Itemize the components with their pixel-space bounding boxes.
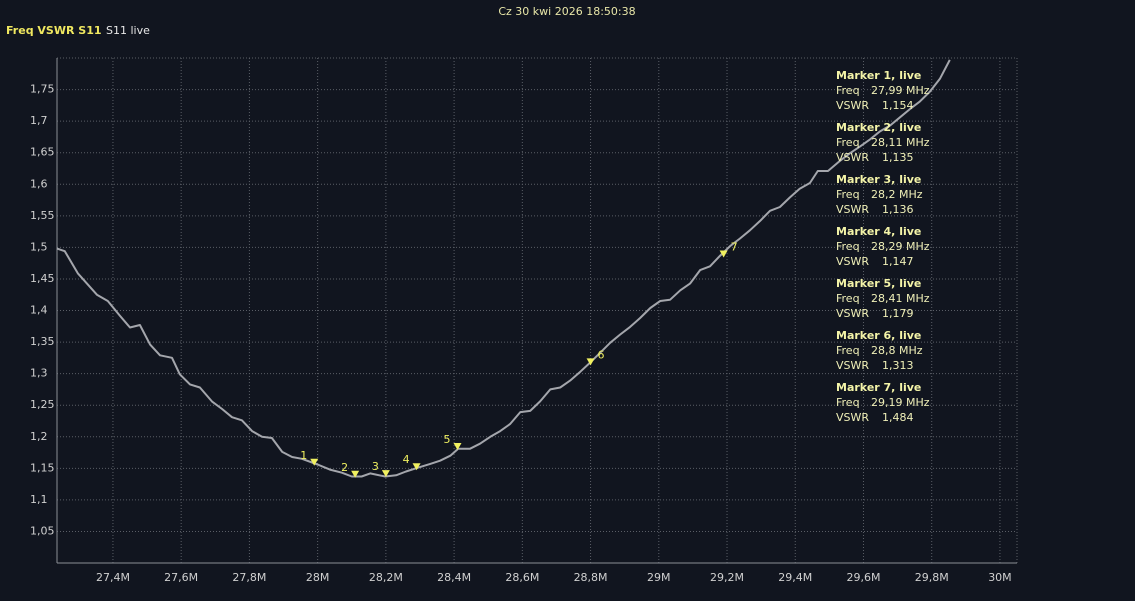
- marker-freq-label: Freq: [836, 84, 860, 97]
- marker-number: 4: [403, 453, 410, 466]
- marker-freq-label: Freq: [836, 344, 860, 357]
- marker-vswr: 1,135: [882, 151, 914, 164]
- marker-triangle: [412, 463, 421, 471]
- y-tick-label: 1,05: [30, 524, 55, 537]
- x-tick-label: 29,6M: [846, 571, 880, 584]
- marker-title: Marker 6, live: [836, 329, 921, 342]
- marker-freq-label: Freq: [836, 292, 860, 305]
- marker-freq: 28,41 MHz: [871, 292, 930, 305]
- marker-vswr-label: VSWR: [836, 151, 869, 164]
- y-tick-label: 1,55: [30, 209, 55, 222]
- marker-title: Marker 3, live: [836, 173, 921, 186]
- marker-vswr: 1,179: [882, 307, 914, 320]
- marker-title: Marker 7, live: [836, 381, 921, 394]
- x-tick-label: 27,4M: [96, 571, 130, 584]
- marker-number: 2: [341, 461, 348, 474]
- x-tick-label: 30M: [988, 571, 1012, 584]
- marker-vswr: 1,136: [882, 203, 914, 216]
- y-tick-label: 1,45: [30, 272, 55, 285]
- marker-vswr-label: VSWR: [836, 99, 869, 112]
- marker-freq-label: Freq: [836, 240, 860, 253]
- marker-triangle: [381, 470, 390, 478]
- marker-vswr: 1,484: [882, 411, 914, 424]
- marker-freq: 27,99 MHz: [871, 84, 930, 97]
- marker-vswr: 1,313: [882, 359, 914, 372]
- marker-triangle: [453, 443, 462, 451]
- x-tick-label: 28,4M: [437, 571, 471, 584]
- y-tick-label: 1,35: [30, 335, 55, 348]
- chart-title: Freq VSWR S11: [6, 24, 102, 37]
- marker-number: 6: [598, 348, 605, 361]
- x-tick-label: 27,6M: [164, 571, 198, 584]
- marker-number: 3: [372, 460, 379, 473]
- marker-freq-label: Freq: [836, 188, 860, 201]
- marker-triangle: [719, 250, 728, 258]
- marker-freq-label: Freq: [836, 396, 860, 409]
- x-tick-label: 28,6M: [505, 571, 539, 584]
- series-line: [56, 59, 951, 478]
- x-tick-label: 29,4M: [778, 571, 812, 584]
- y-tick-label: 1,25: [30, 398, 55, 411]
- y-tick-label: 1,1: [30, 493, 48, 506]
- y-tick-label: 1,15: [30, 461, 55, 474]
- marker-number: 7: [731, 240, 738, 253]
- marker-freq: 28,8 MHz: [871, 344, 923, 357]
- y-tick-label: 1,7: [30, 114, 48, 127]
- marker-triangle: [586, 358, 595, 366]
- marker-title: Marker 2, live: [836, 121, 921, 134]
- marker-freq: 28,2 MHz: [871, 188, 923, 201]
- marker-freq: 28,29 MHz: [871, 240, 930, 253]
- y-tick-label: 1,75: [30, 83, 55, 96]
- marker-vswr-label: VSWR: [836, 359, 869, 372]
- x-tick-label: 29M: [647, 571, 671, 584]
- marker-title: Marker 5, live: [836, 277, 921, 290]
- x-tick-label: 28,2M: [369, 571, 403, 584]
- x-tick-label: 29,2M: [710, 571, 744, 584]
- y-tick-label: 1,6: [30, 177, 48, 190]
- marker-vswr-label: VSWR: [836, 411, 869, 424]
- y-tick-label: 1,5: [30, 240, 48, 253]
- x-tick-label: 27,8M: [232, 571, 266, 584]
- marker-vswr: 1,147: [882, 255, 914, 268]
- marker-number: 1: [300, 449, 307, 462]
- chart-subtitle: S11 live: [106, 24, 150, 37]
- y-tick-label: 1,65: [30, 146, 55, 159]
- y-tick-label: 1,3: [30, 367, 48, 380]
- x-tick-label: 28,8M: [574, 571, 608, 584]
- x-tick-label: 28M: [306, 571, 330, 584]
- marker-vswr-label: VSWR: [836, 203, 869, 216]
- marker-freq: 28,11 MHz: [871, 136, 930, 149]
- x-tick-label: 29,8M: [915, 571, 949, 584]
- marker-title: Marker 1, live: [836, 69, 921, 82]
- marker-freq: 29,19 MHz: [871, 396, 930, 409]
- marker-triangle: [310, 458, 319, 466]
- y-tick-label: 1,4: [30, 304, 48, 317]
- y-tick-label: 1,2: [30, 430, 48, 443]
- marker-vswr: 1,154: [882, 99, 914, 112]
- marker-title: Marker 4, live: [836, 225, 921, 238]
- marker-number: 5: [444, 433, 451, 446]
- datetime: Cz 30 kwi 2026 18:50:38: [498, 5, 635, 18]
- marker-vswr-label: VSWR: [836, 255, 869, 268]
- marker-triangle: [351, 470, 360, 478]
- marker-vswr-label: VSWR: [836, 307, 869, 320]
- marker-freq-label: Freq: [836, 136, 860, 149]
